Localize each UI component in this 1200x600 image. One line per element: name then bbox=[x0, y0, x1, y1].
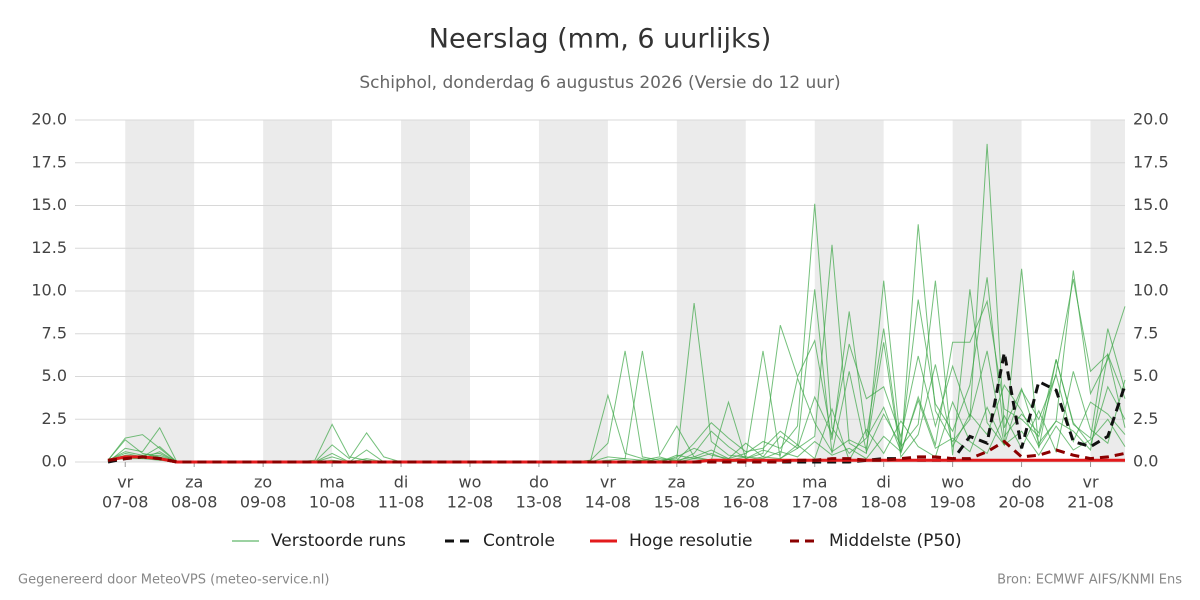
y2-tick-label: 20.0 bbox=[1133, 110, 1169, 129]
y2-tick-label: 2.5 bbox=[1133, 409, 1158, 428]
legend-label: Verstoorde runs bbox=[271, 531, 406, 551]
x-tick-weekday: vr bbox=[600, 473, 616, 492]
x-tick-weekday: wo bbox=[459, 473, 482, 492]
source: Bron: ECMWF AIFS/KNMI Ens bbox=[997, 573, 1182, 588]
y-tick-label: 7.5 bbox=[42, 323, 67, 342]
chart-subtitle: Schiphol, donderdag 6 augustus 2026 (Ver… bbox=[359, 73, 840, 93]
y-tick-label: 2.5 bbox=[42, 409, 67, 428]
x-tick-weekday: do bbox=[529, 473, 549, 492]
x-tick-weekday: zo bbox=[254, 473, 272, 492]
x-tick-date: 20-08 bbox=[998, 493, 1045, 512]
y2-tick-label: 7.5 bbox=[1133, 323, 1158, 342]
x-tick-weekday: zo bbox=[737, 473, 755, 492]
x-tick-date: 19-08 bbox=[929, 493, 976, 512]
x-tick-date: 10-08 bbox=[309, 493, 356, 512]
y-tick-label: 5.0 bbox=[42, 366, 67, 385]
x-tick-weekday: di bbox=[876, 473, 891, 492]
x-tick-weekday: vr bbox=[117, 473, 133, 492]
x-tick-date: 08-08 bbox=[171, 493, 218, 512]
x-tick-date: 21-08 bbox=[1067, 493, 1114, 512]
x-tick-weekday: vr bbox=[1083, 473, 1099, 492]
y-tick-label: 17.5 bbox=[31, 152, 67, 171]
y-tick-label: 20.0 bbox=[31, 110, 67, 129]
y2-tick-label: 12.5 bbox=[1133, 238, 1169, 257]
x-tick-weekday: do bbox=[1012, 473, 1032, 492]
x-tick-date: 17-08 bbox=[791, 493, 838, 512]
x-tick-weekday: za bbox=[185, 473, 203, 492]
x-tick-date: 09-08 bbox=[240, 493, 287, 512]
y-tick-label: 10.0 bbox=[31, 281, 67, 300]
y-tick-label: 15.0 bbox=[31, 195, 67, 214]
x-tick-weekday: wo bbox=[941, 473, 964, 492]
legend-label: Hoge resolutie bbox=[629, 531, 753, 551]
x-tick-weekday: di bbox=[394, 473, 409, 492]
series-line bbox=[107, 439, 1126, 464]
y2-tick-label: 0.0 bbox=[1133, 452, 1158, 471]
credit: Gegenereerd door MeteoVPS (meteo-service… bbox=[18, 573, 329, 588]
x-tick-weekday: ma bbox=[319, 473, 344, 492]
x-tick-date: 07-08 bbox=[102, 493, 149, 512]
legend-label: Middelste (P50) bbox=[829, 531, 962, 551]
y-tick-label: 12.5 bbox=[31, 238, 67, 257]
chart-title: Neerslag (mm, 6 uurlijks) bbox=[429, 24, 771, 55]
y2-tick-label: 17.5 bbox=[1133, 152, 1169, 171]
x-tick-date: 11-08 bbox=[378, 493, 425, 512]
x-tick-date: 18-08 bbox=[860, 493, 907, 512]
x-tick-date: 13-08 bbox=[516, 493, 563, 512]
x-tick-date: 12-08 bbox=[447, 493, 494, 512]
y2-tick-label: 10.0 bbox=[1133, 281, 1169, 300]
y2-tick-label: 5.0 bbox=[1133, 366, 1158, 385]
x-tick-date: 16-08 bbox=[723, 493, 770, 512]
legend-label: Controle bbox=[483, 531, 555, 551]
x-tick-weekday: ma bbox=[802, 473, 827, 492]
x-tick-date: 15-08 bbox=[654, 493, 701, 512]
y2-tick-label: 15.0 bbox=[1133, 195, 1169, 214]
x-tick-weekday: za bbox=[668, 473, 686, 492]
y-tick-label: 0.0 bbox=[42, 452, 67, 471]
x-tick-date: 14-08 bbox=[585, 493, 632, 512]
